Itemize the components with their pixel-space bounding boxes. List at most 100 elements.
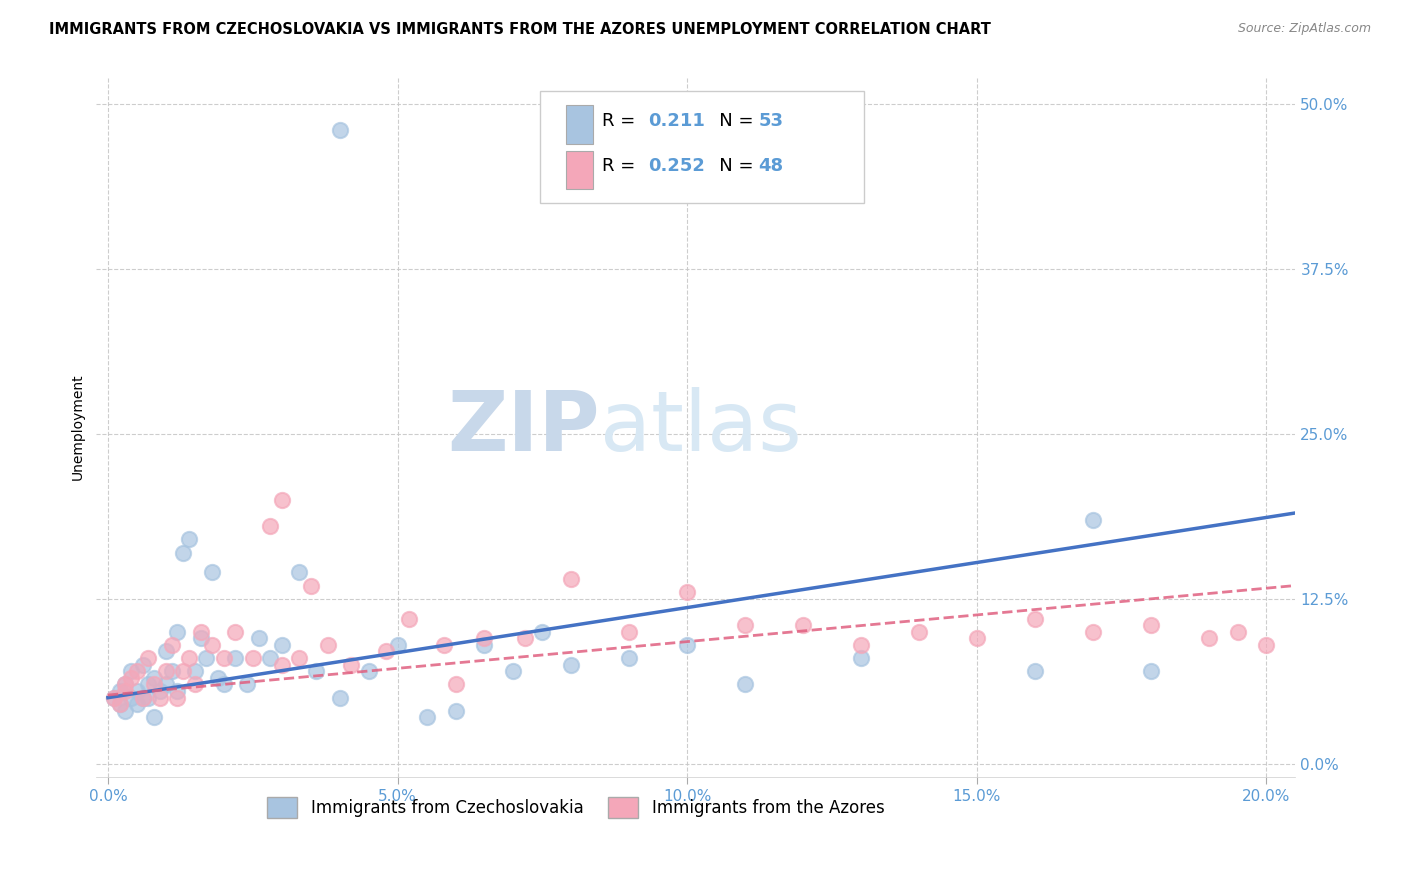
Point: [125, 684, 148, 698]
Point: [160, 665, 183, 679]
Point: [190, 624, 212, 639]
Point: [143, 710, 166, 724]
Point: [329, 123, 352, 137]
Point: [212, 651, 235, 665]
Point: [259, 651, 281, 665]
Point: [114, 677, 136, 691]
Point: [1198, 632, 1220, 646]
Point: [792, 618, 814, 632]
Point: [1139, 665, 1161, 679]
Point: [444, 677, 467, 691]
Point: [138, 690, 160, 705]
Point: [734, 618, 756, 632]
Point: [849, 638, 872, 652]
Point: [305, 665, 328, 679]
Point: [299, 578, 322, 592]
Point: [108, 684, 131, 698]
Text: R =: R =: [602, 157, 647, 175]
Point: [1139, 618, 1161, 632]
Point: [114, 684, 136, 698]
Legend: Immigrants from Czechoslovakia, Immigrants from the Azores: Immigrants from Czechoslovakia, Immigran…: [260, 791, 891, 824]
Point: [155, 665, 177, 679]
Point: [1024, 665, 1046, 679]
Text: 0.252: 0.252: [648, 157, 704, 175]
Point: [1024, 611, 1046, 625]
Point: [474, 638, 496, 652]
Point: [149, 690, 172, 705]
Point: [375, 644, 398, 658]
Point: [270, 657, 292, 672]
Text: atlas: atlas: [600, 386, 801, 467]
Point: [270, 492, 292, 507]
Point: [288, 566, 311, 580]
Point: [259, 519, 281, 533]
Text: IMMIGRANTS FROM CZECHOSLOVAKIA VS IMMIGRANTS FROM THE AZORES UNEMPLOYMENT CORREL: IMMIGRANTS FROM CZECHOSLOVAKIA VS IMMIGR…: [49, 22, 991, 37]
Point: [329, 690, 352, 705]
Point: [172, 545, 194, 559]
Point: [131, 690, 153, 705]
Point: [149, 684, 172, 698]
Text: 48: 48: [758, 157, 783, 175]
Point: [247, 632, 270, 646]
Point: [513, 632, 536, 646]
Point: [120, 690, 142, 705]
Point: [155, 644, 177, 658]
Y-axis label: Unemployment: Unemployment: [72, 374, 86, 481]
Point: [166, 624, 188, 639]
Text: Source: ZipAtlas.com: Source: ZipAtlas.com: [1237, 22, 1371, 36]
Point: [190, 632, 212, 646]
Point: [676, 638, 699, 652]
Point: [155, 677, 177, 691]
Point: [387, 638, 409, 652]
Point: [125, 698, 148, 712]
Point: [236, 677, 259, 691]
Point: [201, 566, 224, 580]
Text: N =: N =: [702, 112, 759, 130]
Point: [1226, 624, 1249, 639]
Point: [619, 624, 641, 639]
Point: [114, 704, 136, 718]
Point: [619, 651, 641, 665]
FancyBboxPatch shape: [540, 91, 863, 203]
Point: [172, 665, 194, 679]
Point: [184, 665, 207, 679]
Point: [288, 651, 311, 665]
Point: [560, 657, 582, 672]
Point: [1081, 512, 1104, 526]
Point: [177, 533, 200, 547]
Point: [120, 665, 142, 679]
Point: [125, 665, 148, 679]
Point: [177, 651, 200, 665]
Point: [474, 632, 496, 646]
Point: [195, 651, 218, 665]
Point: [166, 690, 188, 705]
Point: [184, 677, 207, 691]
Point: [242, 651, 264, 665]
Point: [560, 572, 582, 586]
Point: [398, 611, 420, 625]
Point: [224, 624, 246, 639]
Bar: [567, 105, 593, 144]
Point: [138, 677, 160, 691]
Point: [131, 690, 153, 705]
Point: [207, 671, 229, 685]
Point: [270, 638, 292, 652]
Point: [108, 698, 131, 712]
Point: [849, 651, 872, 665]
Point: [444, 704, 467, 718]
Point: [143, 677, 166, 691]
Point: [103, 690, 125, 705]
Point: [908, 624, 931, 639]
Point: [357, 665, 380, 679]
Point: [143, 671, 166, 685]
Point: [1256, 638, 1278, 652]
Point: [108, 698, 131, 712]
Point: [340, 657, 363, 672]
Text: R =: R =: [602, 112, 647, 130]
Point: [676, 585, 699, 599]
Text: 53: 53: [758, 112, 783, 130]
Text: 0.211: 0.211: [648, 112, 704, 130]
Point: [103, 690, 125, 705]
Text: N =: N =: [702, 157, 759, 175]
Point: [166, 684, 188, 698]
